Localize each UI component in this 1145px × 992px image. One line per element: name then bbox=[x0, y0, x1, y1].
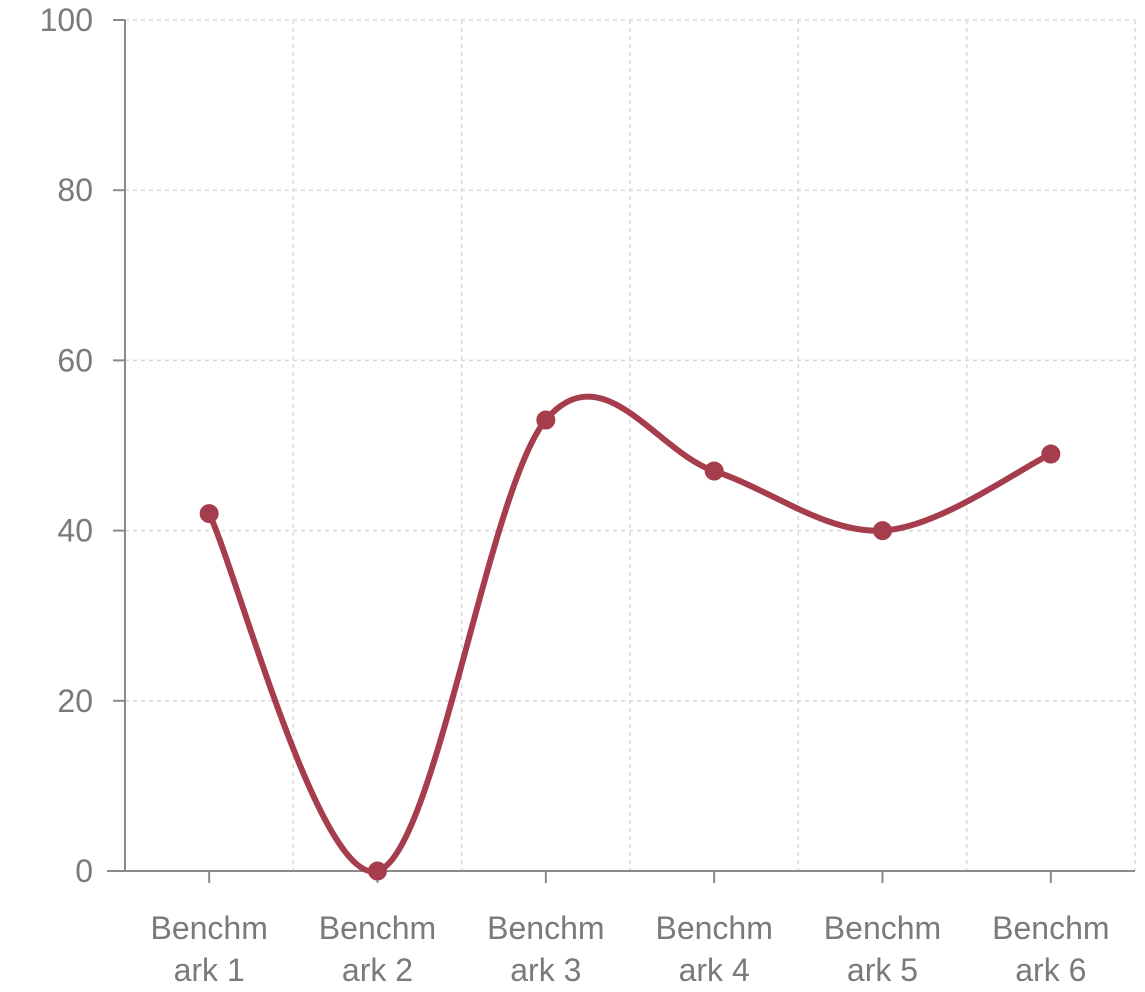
x-tick-label: ark 1 bbox=[174, 952, 245, 988]
series-layer bbox=[199, 393, 1061, 881]
y-tick-label: 40 bbox=[57, 513, 93, 549]
x-tick-label: Benchm bbox=[487, 910, 604, 946]
x-tick-label: Benchm bbox=[319, 910, 436, 946]
data-point bbox=[704, 461, 724, 481]
series-line bbox=[206, 393, 1054, 875]
x-tick-label: ark 4 bbox=[679, 952, 750, 988]
axis-layer bbox=[107, 19, 1135, 883]
y-tick-label: 100 bbox=[40, 2, 93, 38]
x-tick-label: Benchm bbox=[824, 910, 941, 946]
x-tick-label: Benchm bbox=[150, 910, 267, 946]
y-tick-label: 60 bbox=[57, 342, 93, 378]
x-tick-label: ark 6 bbox=[1015, 952, 1086, 988]
x-tick-label: Benchm bbox=[992, 910, 1109, 946]
y-tick-label: 80 bbox=[57, 172, 93, 208]
label-layer: 0 20 40 60 80 100 Benchm ark 1 Benchm ark 2 Benchm… bbox=[40, 2, 1110, 988]
x-tick-label: ark 5 bbox=[847, 952, 918, 988]
y-tick-label: 20 bbox=[57, 683, 93, 719]
data-point bbox=[368, 861, 387, 881]
x-tick-label: ark 3 bbox=[510, 952, 581, 988]
x-tick-label: Benchm bbox=[655, 910, 772, 946]
y-tick-label: 0 bbox=[75, 853, 93, 889]
data-point bbox=[873, 521, 892, 541]
data-point bbox=[1041, 444, 1061, 464]
data-point bbox=[536, 410, 556, 430]
data-point bbox=[199, 504, 219, 524]
grid-layer bbox=[125, 19, 1136, 871]
x-tick-label: ark 2 bbox=[342, 952, 413, 988]
